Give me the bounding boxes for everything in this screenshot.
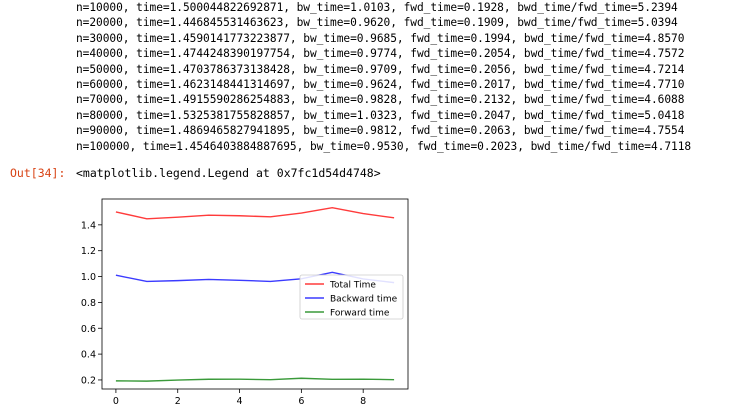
stdout-line: n=50000, time=1.4703786373138428, bw_tim… bbox=[76, 62, 685, 76]
legend-box bbox=[299, 274, 404, 320]
x-tick-label: 0 bbox=[113, 396, 119, 407]
stdout-line: n=80000, time=1.5325381755828857, bw_tim… bbox=[76, 108, 685, 122]
y-tick-label: 1.4 bbox=[81, 220, 96, 231]
y-tick-label: 0.6 bbox=[81, 324, 96, 335]
y-tick-label: 0.4 bbox=[81, 350, 96, 361]
cell-stdout: n=10000, time=1.500044822692871, bw_time… bbox=[76, 0, 691, 154]
stdout-line: n=40000, time=1.4744248390197754, bw_tim… bbox=[76, 47, 685, 61]
stdout-line: n=30000, time=1.4590141773223877, bw_tim… bbox=[76, 31, 685, 45]
y-tick-label: 1.2 bbox=[81, 246, 96, 257]
stdout-line: n=70000, time=1.4915590286254883, bw_tim… bbox=[76, 93, 685, 107]
legend-label: Forward time bbox=[330, 309, 390, 319]
x-tick-label: 4 bbox=[237, 396, 243, 407]
series-line bbox=[115, 377, 395, 382]
y-tick-label: 1.0 bbox=[81, 272, 96, 283]
y-tick-label: 0.8 bbox=[81, 298, 96, 309]
line-chart: 0.2 0.4 0.6 0.8 1.0 1.2 1.4 0 2 4 6 8 Total Time Back… bbox=[81, 198, 409, 407]
plot-frame bbox=[101, 198, 409, 390]
x-tick-label: 8 bbox=[360, 396, 366, 407]
stdout-line: n=100000, time=1.4546403884887695, bw_ti… bbox=[76, 139, 692, 153]
output-prompt: Out[34]: bbox=[10, 166, 66, 180]
stdout-line: n=10000, time=1.500044822692871, bw_time… bbox=[76, 1, 678, 14]
x-tick-label: 6 bbox=[298, 396, 304, 407]
legend-label: Total Time bbox=[329, 281, 376, 291]
output-text: <matplotlib.legend.Legend at 0x7fc1d54d4… bbox=[76, 166, 381, 180]
y-tick-label: 0.2 bbox=[81, 375, 96, 386]
x-tick-label: 2 bbox=[175, 396, 181, 407]
series-line bbox=[115, 207, 395, 220]
legend-label: Backward time bbox=[330, 295, 398, 305]
stdout-line: n=90000, time=1.4869465827941895, bw_tim… bbox=[76, 124, 685, 138]
stdout-line: n=60000, time=1.4623148441314697, bw_tim… bbox=[76, 77, 685, 91]
stdout-line: n=20000, time=1.446845531463623, bw_time… bbox=[76, 16, 678, 30]
